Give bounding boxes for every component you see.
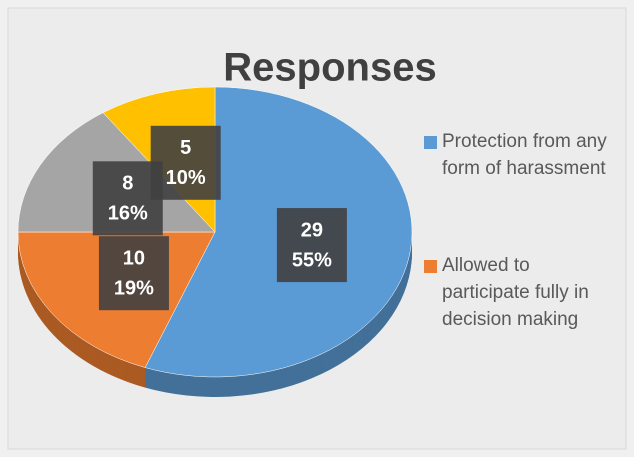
- data-label-percent: 19%: [114, 277, 154, 299]
- legend: Protection from any form of harassment Al…: [424, 128, 614, 403]
- data-label-value: 5: [180, 137, 191, 159]
- data-label-percent: 10%: [166, 167, 206, 189]
- legend-entry: Protection from any form of harassment: [424, 128, 614, 182]
- data-label-box: [276, 208, 347, 283]
- chart-title: Responses: [223, 46, 436, 90]
- legend-swatch: [424, 136, 437, 149]
- data-label-value: 10: [123, 247, 145, 269]
- legend-entry: Allowed to participate fully in decision…: [424, 252, 614, 333]
- legend-label: Protection from any form of harassment: [442, 131, 607, 179]
- legend-label: Allowed to participate fully in decision…: [442, 255, 589, 330]
- data-label-percent: 55%: [292, 249, 332, 271]
- data-label-value: 29: [301, 219, 323, 241]
- data-label: 510%: [150, 125, 221, 200]
- legend-swatch: [424, 260, 437, 273]
- data-label-percent: 16%: [108, 203, 148, 225]
- data-label-value: 8: [122, 173, 133, 195]
- data-label-box: [98, 236, 169, 311]
- data-label-box: [150, 125, 221, 200]
